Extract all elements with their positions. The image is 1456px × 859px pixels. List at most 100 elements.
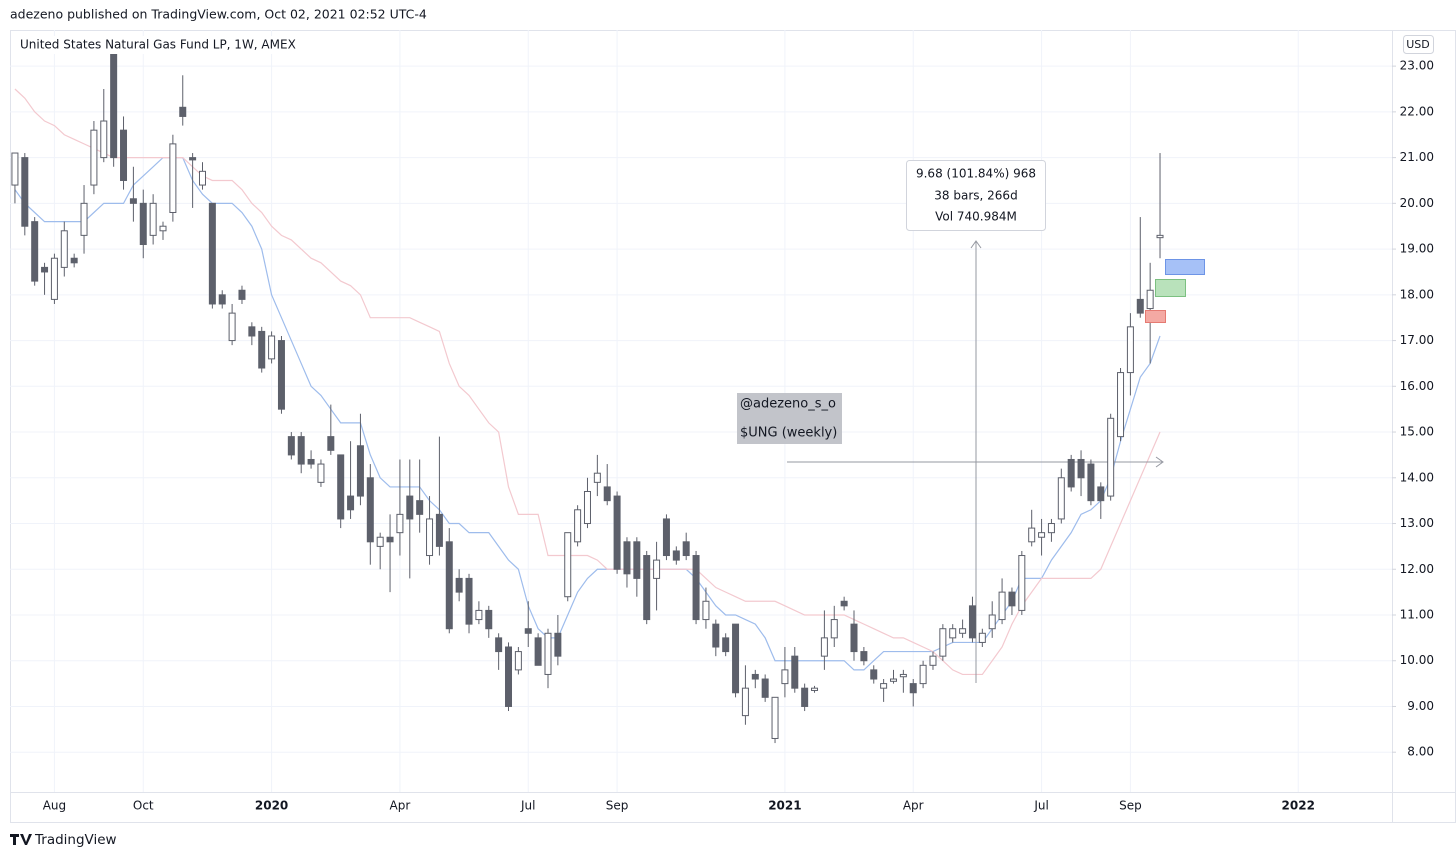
candles — [11, 43, 1164, 744]
candle-body — [1077, 458, 1085, 479]
y-tick-label: 16.00 — [1400, 379, 1434, 393]
note-text: @adezeno_s_o — [740, 397, 836, 412]
candle-body — [465, 577, 473, 625]
candle-body — [41, 266, 49, 273]
measure-text: 38 bars, 266d — [934, 189, 1017, 203]
candle-body — [455, 577, 463, 593]
candle-body — [366, 477, 374, 543]
candle-body — [258, 330, 266, 369]
candle-body — [1097, 486, 1105, 502]
candle-body — [386, 536, 394, 543]
x-tick-label: Sep — [1119, 799, 1142, 813]
currency-label: USD — [1406, 38, 1430, 51]
candle-body — [633, 541, 641, 579]
candle-body — [1107, 417, 1115, 497]
candle-body — [949, 628, 957, 639]
candle-body — [554, 632, 562, 657]
candle-body — [1146, 289, 1154, 310]
candle-body — [662, 518, 670, 557]
candle-body — [406, 495, 414, 520]
y-tick-label: 12.00 — [1400, 562, 1434, 576]
candle-body — [317, 463, 325, 483]
candle-body — [850, 623, 858, 653]
candle-body — [139, 202, 147, 246]
target-box-green — [1155, 279, 1186, 297]
y-tick-label: 18.00 — [1400, 287, 1434, 301]
y-tick-label: 13.00 — [1400, 516, 1434, 530]
candle-body — [1047, 523, 1055, 534]
y-tick-label: 15.00 — [1400, 425, 1434, 439]
x-tick-label: 2021 — [768, 799, 801, 813]
candle-body — [31, 221, 39, 282]
candle-body — [268, 335, 276, 360]
x-tick-label: Oct — [133, 799, 154, 813]
candle-body — [988, 614, 996, 630]
candle-body — [287, 436, 295, 456]
candle-body — [692, 555, 700, 621]
measure-box — [906, 160, 1046, 231]
candle-body — [781, 669, 789, 685]
candle-body — [21, 157, 29, 227]
candle-body — [929, 655, 937, 666]
candle-body — [544, 632, 552, 675]
candle-body — [534, 637, 542, 666]
y-tick-label: 21.00 — [1400, 150, 1434, 164]
measure-h-arrow — [1155, 456, 1164, 468]
candle-body — [761, 678, 769, 698]
candle-body — [613, 495, 621, 570]
x-tick-label: Sep — [606, 799, 629, 813]
note-text: $UNG (weekly) — [740, 426, 837, 441]
candle-body — [416, 500, 424, 515]
candle-body — [919, 664, 927, 685]
y-tick-label: 23.00 — [1400, 59, 1434, 73]
y-tick-label: 11.00 — [1400, 607, 1434, 621]
candle-body — [840, 600, 848, 607]
candle-body — [1067, 458, 1075, 488]
candle-body — [435, 513, 443, 547]
candle-body — [603, 486, 611, 502]
candle-body — [495, 637, 503, 653]
candle-body — [1038, 532, 1046, 538]
currency-box — [1403, 35, 1434, 54]
candle-body — [238, 289, 246, 300]
candle-body — [1018, 555, 1026, 611]
candle-body — [70, 257, 78, 264]
candle-body — [889, 678, 897, 682]
candle-body — [80, 202, 88, 236]
x-tick-label: Aug — [43, 799, 66, 813]
candle-body — [791, 655, 799, 689]
candle-body — [1087, 463, 1095, 502]
candle-body — [445, 541, 453, 630]
candle-body — [11, 152, 19, 186]
candle-body — [653, 559, 661, 579]
candle-body — [1117, 372, 1125, 438]
candle-body — [159, 225, 167, 232]
y-tick-label: 22.00 — [1400, 104, 1434, 118]
candle-body — [120, 129, 128, 181]
candle-body — [524, 628, 532, 634]
candle-body — [1156, 234, 1164, 239]
candle-body — [909, 683, 917, 694]
candle-body — [959, 628, 967, 634]
x-tick-label: 2022 — [1282, 799, 1315, 813]
candle-body — [1126, 326, 1134, 374]
candle-body — [228, 312, 236, 342]
candle-body — [732, 623, 740, 694]
candle-body — [485, 609, 493, 630]
candle-body — [1136, 298, 1144, 314]
candle-body — [110, 51, 118, 159]
candle-body — [643, 555, 651, 621]
candle-body — [307, 458, 315, 465]
candle-body — [1028, 527, 1036, 543]
candle-body — [426, 518, 434, 557]
candle-body — [396, 513, 404, 534]
candle-body — [179, 106, 187, 117]
candle-body — [860, 651, 868, 662]
measure-text: 9.68 (101.84%) 968 — [916, 167, 1036, 181]
candle-body — [830, 619, 838, 639]
published-header: adezeno published on TradingView.com, Oc… — [10, 7, 427, 22]
candle-body — [100, 120, 108, 159]
candle-body — [564, 532, 572, 598]
